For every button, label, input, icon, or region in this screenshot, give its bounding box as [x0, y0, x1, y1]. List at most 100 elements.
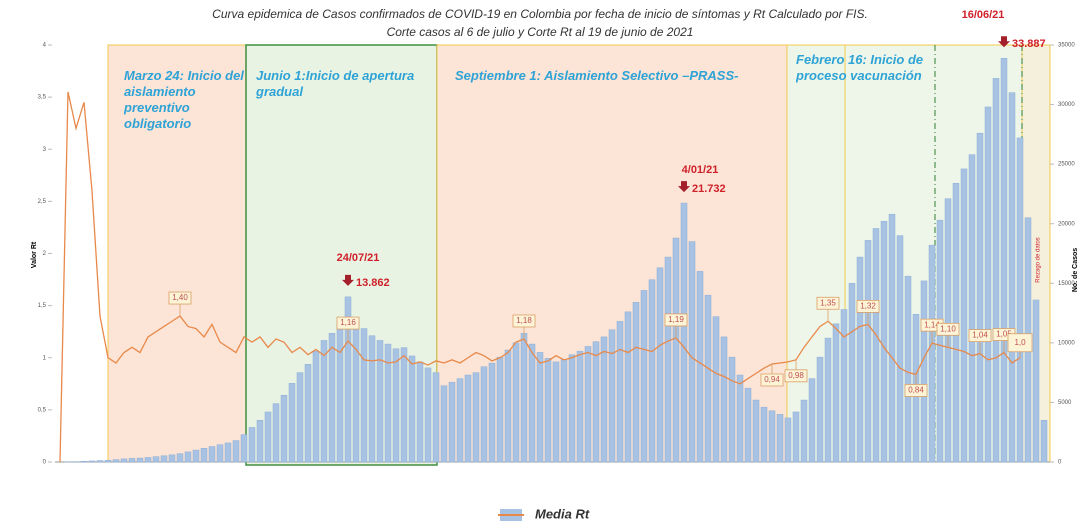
y2-tick-label: 25000: [1058, 162, 1075, 168]
phase-text: Febrero 16: Inicio de proceso vacunación: [796, 52, 924, 83]
bar: [712, 316, 720, 463]
bar: [248, 427, 256, 463]
bar: [272, 403, 280, 463]
bar: [80, 461, 88, 463]
bar: [336, 323, 344, 463]
bar: [976, 132, 984, 463]
legend: Media Rt: [498, 506, 590, 521]
bar-arrow: [998, 36, 1010, 48]
bar: [360, 328, 368, 463]
bar: [568, 354, 576, 463]
bar: [432, 372, 440, 463]
bar: [264, 411, 272, 463]
bar: [848, 283, 856, 463]
y2-axis-label: No. de Casos: [1072, 248, 1079, 292]
callout-box: [816, 296, 840, 310]
bar: [152, 456, 160, 463]
chart-subtitle: Corte casos al 6 de julio y Corte Rt al …: [387, 25, 694, 39]
bar: [1008, 92, 1016, 463]
y-tick-label: 2: [43, 251, 47, 257]
rt-value-label: 1,18: [516, 316, 532, 325]
legend-label: Media Rt: [535, 506, 590, 521]
bar: [488, 362, 496, 463]
bar: [328, 333, 336, 463]
bar: [112, 459, 120, 463]
phase-label: Junio 1:Inicio de apertura gradual: [256, 68, 415, 99]
y2-tick-label: 30000: [1058, 102, 1075, 108]
bar: [368, 335, 376, 463]
bar: [464, 374, 472, 463]
bar: [192, 449, 200, 463]
bar: [512, 342, 520, 463]
bar: [552, 361, 560, 463]
bar: [600, 336, 608, 463]
y-tick-label: 0,5: [38, 407, 47, 413]
bar: [664, 256, 672, 463]
rt-value-label: 1,10: [940, 324, 956, 333]
bar: [744, 387, 752, 463]
bar: [352, 318, 360, 463]
bar: [728, 356, 736, 463]
y2-tick-label: 0: [1058, 460, 1062, 466]
bar: [88, 460, 96, 463]
phase-label: Febrero 16: Inicio de proceso vacunación: [796, 52, 924, 83]
bar: [992, 78, 1000, 463]
bar: [920, 280, 928, 463]
bar: [808, 378, 816, 463]
bar: [440, 385, 448, 463]
bar: [984, 106, 992, 463]
bar: [304, 364, 312, 463]
plot: 0 0,5 1 1,5 2 2,5 3 3,5 4 0 5000 10000 15000 20000 250…: [38, 36, 1075, 466]
bar: [896, 235, 904, 463]
bar: [408, 355, 416, 463]
bar: [640, 290, 648, 463]
bar: [704, 294, 712, 463]
bar: [312, 350, 320, 463]
bar: [632, 302, 640, 463]
bar: [816, 356, 824, 463]
callout-box: [784, 369, 808, 383]
bar: [608, 329, 616, 463]
bar: [376, 340, 384, 463]
bar: [880, 221, 888, 463]
bar: [768, 410, 776, 463]
rt-value-label: 1,0: [1014, 338, 1026, 347]
bar: [680, 202, 688, 463]
bar: [800, 399, 808, 463]
rt-value-label: 0,84: [908, 386, 924, 395]
bar: [672, 237, 680, 463]
phase-label: Marzo 24: Inicio del aislamiento prevent…: [124, 68, 244, 131]
bar: [128, 458, 136, 463]
date-annotation: 16/06/21: [962, 9, 1005, 21]
phase-text: Junio 1:Inicio de apertura gradual: [256, 68, 415, 99]
phase-label: Septiembre 1: Aislamiento Selectivo –PRA…: [455, 68, 738, 83]
bar: [536, 352, 544, 463]
bar: [624, 311, 632, 463]
y-tick-label: 0: [43, 460, 47, 466]
bar-value-label: 13.862: [356, 277, 390, 289]
rt-value-label: 1,40: [172, 293, 188, 302]
bar: [720, 336, 728, 463]
bar: [864, 240, 872, 463]
bar: [656, 267, 664, 463]
bar: [792, 411, 800, 463]
bar: [872, 228, 880, 463]
bar: [1040, 420, 1048, 463]
callout-box: [936, 322, 960, 336]
lag-label: Rezago de datos: [1036, 237, 1042, 282]
y-tick-label: 1: [43, 355, 47, 361]
bar: [448, 381, 456, 463]
bar: [288, 383, 296, 463]
bar: [224, 442, 232, 463]
bar: [1016, 137, 1024, 463]
bar: [752, 399, 760, 463]
bar: [856, 256, 864, 463]
callout-box: [1007, 333, 1033, 353]
bar: [544, 358, 552, 463]
bar: [1000, 58, 1008, 463]
date-annotation: 24/07/21: [337, 252, 380, 264]
bar: [688, 241, 696, 463]
bar: [424, 367, 432, 463]
bar: [104, 459, 112, 463]
